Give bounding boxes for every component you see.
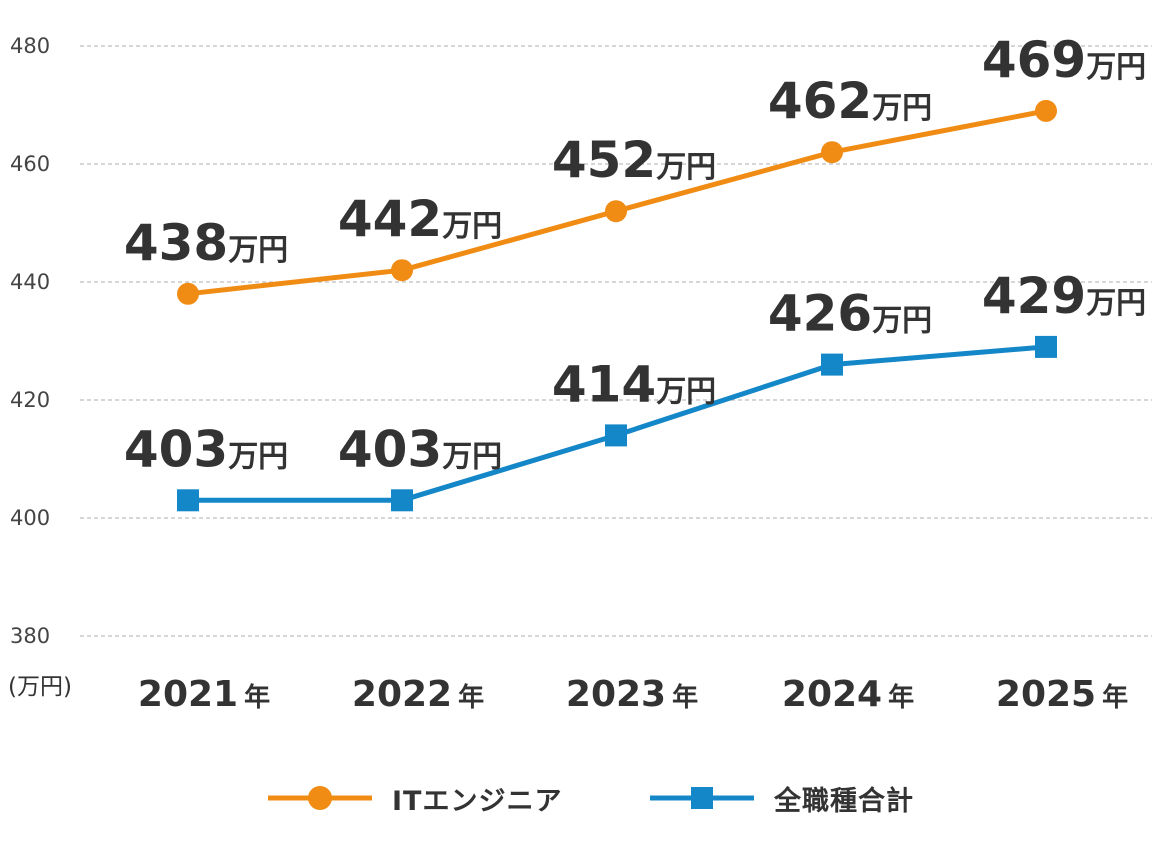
- y-tick-label: 440: [10, 270, 50, 294]
- data-point-marker: [1035, 99, 1057, 122]
- data-label: 438万円: [124, 214, 288, 272]
- y-tick-label: 420: [10, 388, 50, 412]
- data-point-marker: [391, 259, 413, 282]
- legend-label-all-occupations: 全職種合計: [774, 785, 914, 817]
- x-tick-label: 2021 年: [138, 674, 270, 715]
- data-point-marker: [605, 424, 627, 447]
- data-point-marker: [821, 141, 843, 164]
- y-axis-unit-label: (万円): [8, 674, 72, 700]
- data-point-marker: [177, 282, 199, 305]
- data-label: 429万円: [982, 267, 1146, 325]
- data-point-marker: [605, 200, 627, 223]
- data-point-marker: [391, 489, 413, 512]
- legend-swatch-blue-square: [650, 787, 754, 809]
- data-point-marker: [821, 353, 843, 376]
- y-tick-label: 460: [10, 152, 50, 176]
- y-tick-label: 400: [10, 506, 50, 530]
- legend-item-it-engineer: ITエンジニア: [266, 772, 562, 824]
- data-point-marker: [1035, 335, 1057, 358]
- data-label: 403万円: [124, 420, 288, 478]
- data-point-marker: [177, 489, 199, 512]
- y-tick-label: 480: [10, 34, 50, 58]
- data-label: 403万円: [338, 420, 502, 478]
- x-axis: 2021 年 2022 年 2023 年 2024 年 2025 年: [138, 674, 1128, 715]
- data-label: 442万円: [338, 190, 502, 248]
- series-layer: [177, 99, 1057, 512]
- x-tick-label: 2022 年: [352, 674, 484, 715]
- legend-label-it-engineer: ITエンジニア: [392, 785, 563, 817]
- data-label: 462万円: [768, 72, 932, 130]
- y-gridlines: [80, 45, 1152, 637]
- data-label: 426万円: [768, 285, 932, 343]
- legend-item-all-occupations: 全職種合計: [648, 772, 914, 824]
- data-label: 452万円: [552, 131, 716, 189]
- x-tick-label: 2023 年: [566, 674, 698, 715]
- data-labels: 438万円 442万円 452万円 462万円 469万円 403万円 403万円 414万円…: [124, 31, 1146, 478]
- y-axis: 380 400 420 440 460 480: [10, 34, 50, 648]
- legend-swatch-orange-circle: [268, 786, 372, 810]
- x-tick-label: 2024 年: [782, 674, 914, 715]
- data-label: 414万円: [552, 355, 716, 413]
- x-tick-label: 2025 年: [996, 674, 1128, 715]
- data-label: 469万円: [982, 31, 1146, 89]
- y-tick-label: 380: [10, 624, 50, 648]
